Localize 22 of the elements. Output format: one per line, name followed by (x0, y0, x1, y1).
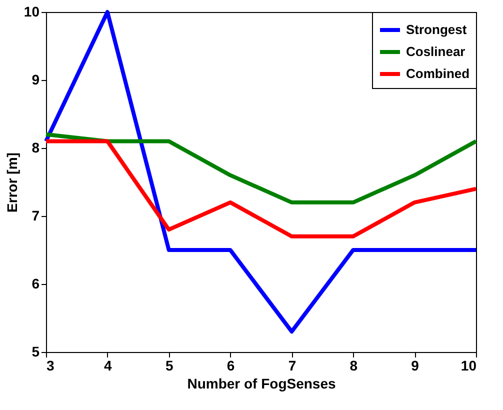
legend-label: Combined (406, 66, 470, 81)
y-tick-label: 5 (32, 344, 40, 360)
y-tick-label: 9 (32, 72, 40, 88)
y-tick-label: 7 (32, 208, 40, 224)
y-axis-title: Error [m] (4, 152, 20, 212)
x-tick-label: 8 (350, 358, 358, 374)
y-tick-label: 8 (32, 140, 40, 156)
y-tick-label: 10 (24, 4, 40, 20)
x-tick-label: 7 (288, 358, 296, 374)
legend-label: Coslinear (406, 44, 466, 59)
x-tick-label: 6 (226, 358, 235, 374)
x-tick-label: 3 (46, 358, 54, 374)
x-tick-label: 10 (460, 358, 477, 374)
x-tick-label: 9 (411, 358, 420, 374)
line-series (44, 139, 478, 238)
line-series (44, 10, 478, 334)
y-tick-label: 6 (32, 276, 40, 292)
legend-label: Strongest (406, 22, 468, 37)
x-tick-label: 5 (165, 358, 174, 374)
line-series (44, 132, 478, 204)
x-axis-title: Number of FogSenses (187, 376, 336, 392)
x-tick-label: 4 (104, 358, 112, 374)
